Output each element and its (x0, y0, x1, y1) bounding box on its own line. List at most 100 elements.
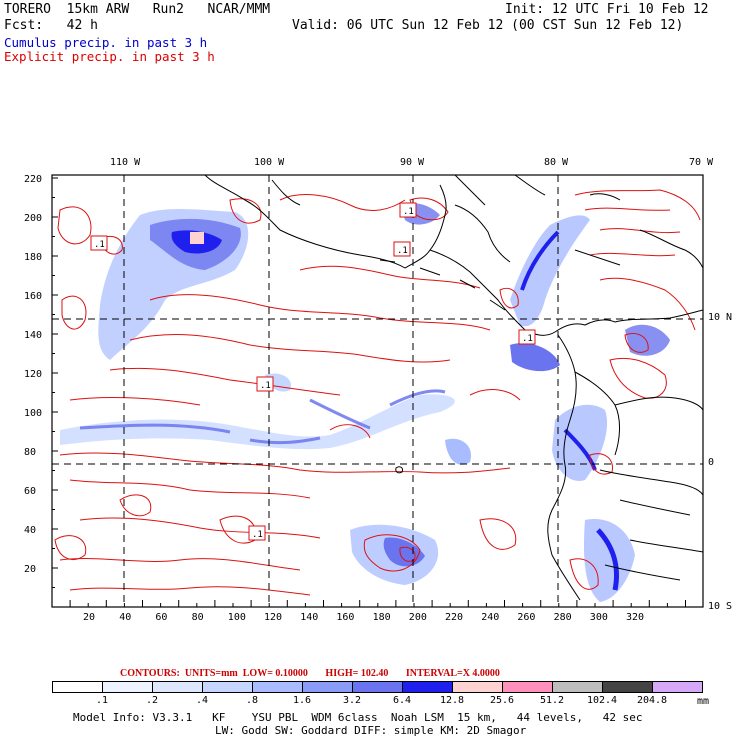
lon-label: 110 W (110, 157, 141, 168)
lat-label: 0 (708, 457, 715, 468)
colorbar-segment (552, 681, 603, 693)
colorbar-label: .8 (245, 695, 259, 706)
colorbar-label: 3.2 (342, 695, 362, 706)
y-tick-label: 100 (24, 408, 43, 419)
low-box: .1 (393, 241, 411, 257)
valid-time: Valid: 06 UTC Sun 12 Feb 12 (00 CST Sun … (292, 18, 684, 33)
precip-ecuador-core (563, 428, 597, 471)
lon-label: 80 W (544, 157, 569, 168)
explicit-precip-contours (54, 189, 701, 596)
x-tick-label: 200 (408, 612, 427, 623)
contours-title: CONTOURS: (120, 668, 180, 679)
y-tick-label: 120 (24, 369, 43, 380)
precip-colombia (510, 342, 560, 372)
lon-label: 100 W (254, 157, 285, 168)
colorbar-segment (152, 681, 203, 693)
forecast-hour: Fcst: 42 h (4, 18, 98, 33)
low-box: .1 (248, 525, 266, 541)
x-tick-label: 40 (119, 612, 132, 623)
colorbar-segment (502, 681, 553, 693)
coastlines (204, 175, 703, 601)
x-tick-label: 280 (553, 612, 572, 623)
colorbar-segment (302, 681, 353, 693)
colorbar-segment (102, 681, 153, 693)
low-box: .1 (90, 235, 108, 251)
precip-peru (583, 519, 635, 602)
colorbar-segment (602, 681, 653, 693)
x-tick-label: 300 (589, 612, 608, 623)
x-tick-label: 180 (372, 612, 391, 623)
cumulus-legend: Cumulus precip. in past 3 h (4, 35, 208, 50)
precip-max-nw (190, 232, 204, 244)
contours-high: HIGH= 102.40 (325, 668, 389, 679)
x-tick-label: 160 (336, 612, 355, 623)
axis-ticks (51, 177, 686, 608)
x-tick-label: 60 (155, 612, 168, 623)
colorbar-label: 25.6 (489, 695, 515, 706)
map-content (54, 175, 703, 602)
model-title: TORERO 15km ARW Run2 NCAR/MMM (4, 2, 271, 17)
low-box-label: .1 (252, 530, 263, 540)
colorbar-segment (252, 681, 303, 693)
colorbar-unit: mm (697, 696, 710, 707)
contours-low: LOW= 0.10000 (242, 668, 308, 679)
colorbar-segment (202, 681, 253, 693)
x-tick-label: 320 (626, 612, 645, 623)
init-time: Init: 12 UTC Fri 10 Feb 12 (505, 2, 709, 17)
lon-label: 90 W (400, 157, 425, 168)
low-box-label: .1 (403, 207, 414, 217)
y-tick-label: 20 (24, 564, 37, 575)
y-tick-label: 40 (24, 525, 37, 536)
precip-venezuela (625, 324, 670, 356)
precip-peru-core (596, 528, 619, 591)
x-tick-label: 80 (191, 612, 204, 623)
x-tick-label: 100 (227, 612, 246, 623)
x-tick-label: 260 (517, 612, 536, 623)
colorbar-label: 12.8 (439, 695, 465, 706)
low-box: .1 (256, 376, 274, 392)
y-tick-label: 160 (24, 291, 43, 302)
x-tick-label: 120 (264, 612, 283, 623)
lon-label: 70 W (689, 157, 714, 168)
colorbar-label: 102.4 (586, 695, 618, 706)
colorbar-label: 1.6 (292, 695, 312, 706)
colorbar-label: 204.8 (636, 695, 668, 706)
colorbar-segment (402, 681, 453, 693)
precip-small-2 (445, 438, 471, 465)
low-box-label: .1 (522, 334, 533, 344)
precip-band-lines (79, 389, 446, 445)
colorbar-segment (352, 681, 403, 693)
x-tick-label: 240 (481, 612, 500, 623)
y-tick-label: 200 (24, 213, 43, 224)
low-box: .1 (399, 202, 417, 218)
lat-label: 10 N (708, 312, 733, 323)
precip-panama-band (510, 215, 590, 327)
precip-band-itcz (60, 394, 455, 450)
colorbar-segment (652, 681, 703, 693)
precip-panama-core (520, 230, 560, 291)
colorbar-label: .2 (145, 695, 159, 706)
x-tick-label: 20 (83, 612, 96, 623)
explicit-legend: Explicit precip. in past 3 h (4, 49, 215, 64)
y-tick-label: 60 (24, 486, 37, 497)
y-tick-label: 140 (24, 330, 43, 341)
cumulus-precip-fills (60, 203, 670, 602)
low-box-label: .1 (397, 246, 408, 256)
colorbar-label: 51.2 (539, 695, 565, 706)
y-tick-label: 80 (24, 447, 37, 458)
colorbar-label: 6.4 (392, 695, 412, 706)
contours-units: UNITS=mm (184, 668, 238, 679)
physics-info: LW: Godd SW: Goddard DIFF: simple KM: 2D… (215, 724, 527, 737)
x-tick-label: 220 (445, 612, 464, 623)
contours-info: CONTOURS: UNITS=mm LOW= 0.10000 HIGH= 10… (120, 668, 500, 679)
model-info: Model Info: V3.3.1 KF YSU PBL WDM 6class… (73, 711, 643, 724)
colorbar-label: .1 (95, 695, 109, 706)
y-tick-label: 220 (24, 174, 43, 185)
lat-label: 10 S (708, 601, 733, 612)
colorbar-segment (452, 681, 503, 693)
low-box-label: .1 (260, 381, 271, 391)
colorbar-segment (52, 681, 103, 693)
low-box-label: .1 (94, 240, 105, 250)
low-value-boxes: .1 .1 .1 .1 .1 .1 (90, 202, 536, 541)
